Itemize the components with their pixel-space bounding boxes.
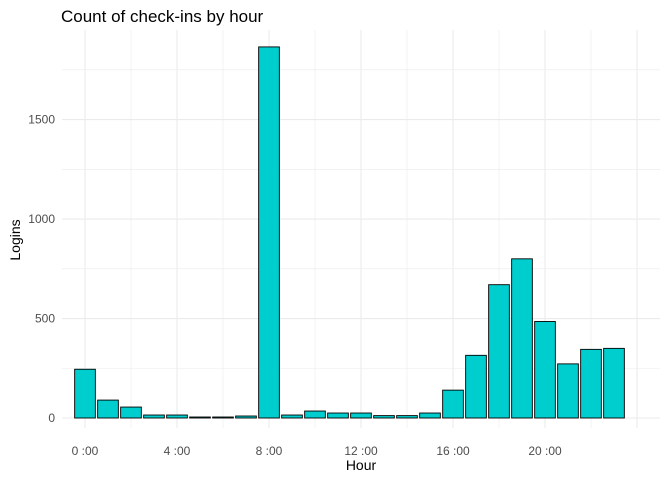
y-tick-label: 0	[48, 411, 55, 425]
bar	[603, 347, 625, 419]
x-tick-label: 16 :00	[436, 444, 470, 458]
bar	[143, 414, 165, 419]
y-tick-label: 1500	[28, 113, 55, 127]
chart-title: Count of check-ins by hour	[61, 7, 264, 26]
bar	[442, 389, 464, 419]
bar	[534, 321, 556, 419]
x-tick-label: 4 :00	[164, 444, 191, 458]
bar	[580, 348, 602, 419]
bar	[120, 406, 142, 419]
bar	[235, 415, 257, 419]
bar	[166, 414, 188, 419]
y-axis-label: Logins	[7, 219, 23, 260]
x-axis-ticks: 0 :00 4 :00 8 :00 12 :00 16 :00 20 :00	[72, 444, 562, 458]
bar	[511, 258, 533, 419]
bar	[419, 412, 441, 419]
bar	[557, 363, 579, 419]
x-tick-label: 0 :00	[72, 444, 99, 458]
y-axis-ticks: 0 500 1000 1500	[28, 113, 55, 425]
bar	[465, 354, 487, 419]
bar	[212, 416, 234, 419]
bar	[373, 415, 395, 419]
bar	[304, 410, 326, 419]
x-tick-label: 8 :00	[256, 444, 283, 458]
bar	[97, 399, 119, 419]
bars	[74, 46, 625, 419]
bar	[258, 46, 280, 419]
bar	[327, 412, 349, 419]
y-tick-label: 500	[35, 312, 55, 326]
bar	[281, 414, 303, 419]
bar	[396, 415, 418, 419]
x-tick-label: 20 :00	[528, 444, 562, 458]
bar	[189, 416, 211, 419]
x-tick-label: 12 :00	[344, 444, 378, 458]
y-tick-label: 1000	[28, 212, 55, 226]
bar	[488, 284, 510, 419]
bar	[74, 368, 96, 419]
x-axis-label: Hour	[346, 457, 377, 473]
bar	[350, 412, 372, 419]
